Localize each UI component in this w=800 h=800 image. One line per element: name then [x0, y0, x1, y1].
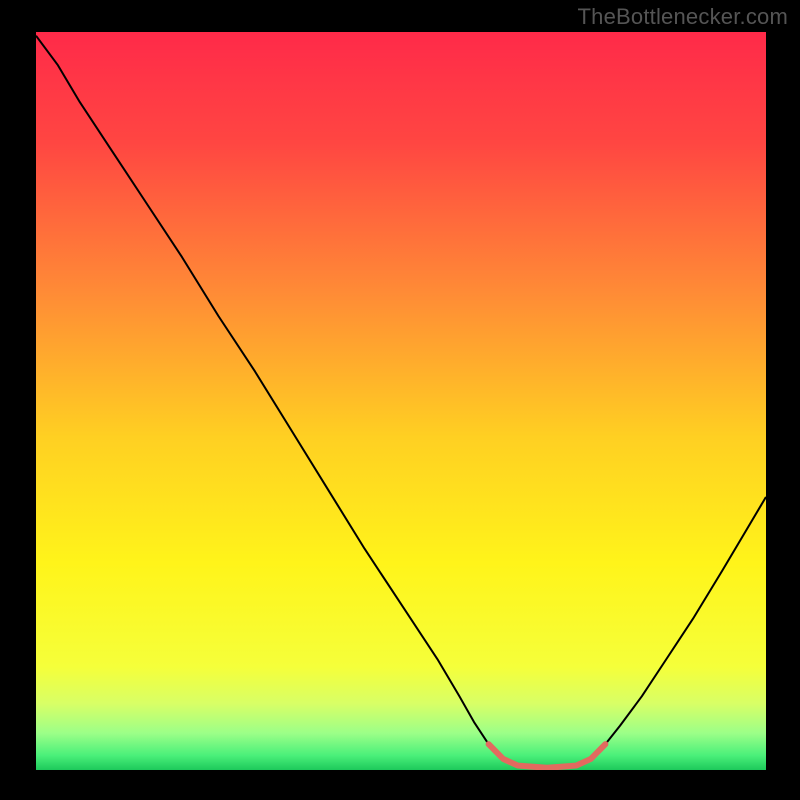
bottleneck-curve-plot [36, 32, 766, 770]
chart-canvas: TheBottlenecker.com [0, 0, 800, 800]
gradient-background [36, 32, 766, 770]
watermark-text: TheBottlenecker.com [578, 4, 788, 30]
